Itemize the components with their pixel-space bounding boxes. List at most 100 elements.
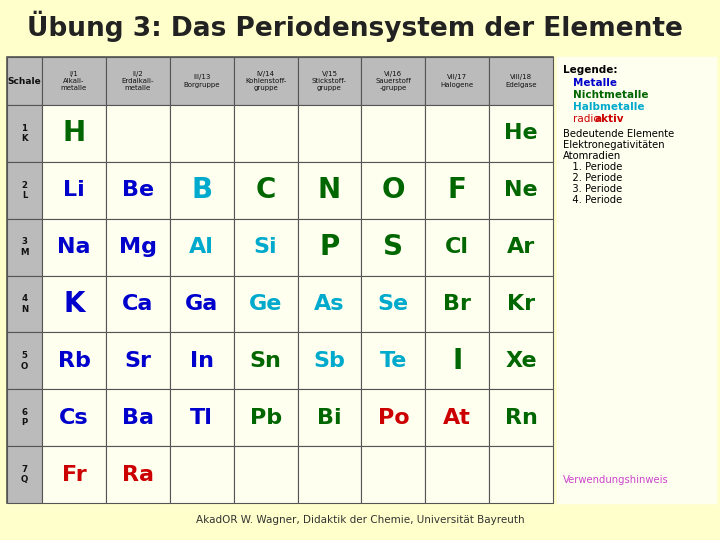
Bar: [361, 105, 426, 162]
Bar: [297, 57, 361, 105]
Text: F: F: [448, 176, 467, 204]
Text: C: C: [256, 176, 276, 204]
Text: V/15
Stickstoff-
gruppe: V/15 Stickstoff- gruppe: [312, 71, 347, 91]
Text: AkadOR W. Wagner, Didaktik der Chemie, Universität Bayreuth: AkadOR W. Wagner, Didaktik der Chemie, U…: [196, 515, 524, 525]
Bar: [106, 275, 170, 333]
Bar: [233, 389, 297, 446]
Text: Sn: Sn: [250, 351, 282, 371]
Text: Se: Se: [378, 294, 409, 314]
Bar: [7, 389, 42, 446]
Bar: [170, 219, 233, 275]
Text: radio: radio: [573, 114, 600, 124]
Bar: [426, 105, 489, 162]
Text: B: B: [191, 176, 212, 204]
Text: 2. Periode: 2. Periode: [563, 173, 622, 183]
Text: Ga: Ga: [185, 294, 218, 314]
Bar: [489, 389, 553, 446]
Text: Sb: Sb: [313, 351, 346, 371]
Bar: [106, 333, 170, 389]
Text: VI/16
Sauerstoff
-gruppe: VI/16 Sauerstoff -gruppe: [375, 71, 411, 91]
Text: IV/14
Kohlenstoff-
gruppe: IV/14 Kohlenstoff- gruppe: [245, 71, 287, 91]
Bar: [297, 275, 361, 333]
Bar: [170, 105, 233, 162]
Text: Schale: Schale: [8, 77, 41, 85]
Bar: [7, 219, 42, 275]
Text: Legende:: Legende:: [563, 65, 618, 75]
Text: Mg: Mg: [119, 237, 157, 257]
Text: At: At: [444, 408, 471, 428]
Bar: [0, 0, 720, 52]
Bar: [426, 162, 489, 219]
Text: Bi: Bi: [317, 408, 342, 428]
Bar: [42, 446, 106, 503]
Text: III/13
Borgruppe: III/13 Borgruppe: [184, 75, 220, 87]
Bar: [233, 57, 297, 105]
Text: I: I: [452, 347, 462, 375]
Bar: [106, 105, 170, 162]
Text: Kr: Kr: [507, 294, 535, 314]
Text: Po: Po: [377, 408, 409, 428]
Bar: [7, 57, 42, 105]
Text: Si: Si: [253, 237, 277, 257]
Text: P: P: [319, 233, 340, 261]
Text: VII/17
Halogene: VII/17 Halogene: [441, 75, 474, 87]
Bar: [7, 446, 42, 503]
Text: 1
K: 1 K: [21, 124, 28, 143]
Bar: [489, 446, 553, 503]
Text: Te: Te: [379, 351, 407, 371]
Text: Verwendungshinweis: Verwendungshinweis: [563, 475, 669, 485]
Text: Atomradien: Atomradien: [563, 151, 621, 161]
Bar: [170, 389, 233, 446]
Text: Übung 3: Das Periodensystem der Elemente: Übung 3: Das Periodensystem der Elemente: [27, 10, 683, 42]
Text: Bedeutende Elemente: Bedeutende Elemente: [563, 129, 674, 139]
Bar: [426, 446, 489, 503]
Text: aktiv: aktiv: [595, 114, 624, 124]
Text: VIII/18
Edelgase: VIII/18 Edelgase: [505, 75, 537, 87]
Text: H: H: [63, 119, 86, 147]
Bar: [426, 333, 489, 389]
Text: Na: Na: [57, 237, 91, 257]
Text: 5
O: 5 O: [21, 351, 28, 370]
Bar: [426, 219, 489, 275]
Text: 1. Periode: 1. Periode: [563, 162, 622, 172]
Bar: [489, 219, 553, 275]
Bar: [361, 389, 426, 446]
Text: Be: Be: [122, 180, 154, 200]
Bar: [7, 275, 42, 333]
Text: Halbmetalle: Halbmetalle: [573, 102, 644, 112]
Bar: [361, 219, 426, 275]
Text: N: N: [318, 176, 341, 204]
Bar: [7, 105, 42, 162]
Bar: [426, 275, 489, 333]
Bar: [233, 446, 297, 503]
Bar: [7, 57, 553, 503]
Text: As: As: [314, 294, 345, 314]
Text: Ca: Ca: [122, 294, 153, 314]
Bar: [489, 162, 553, 219]
Text: Fr: Fr: [62, 464, 86, 484]
Text: Xe: Xe: [505, 351, 537, 371]
Bar: [361, 275, 426, 333]
Bar: [42, 219, 106, 275]
Bar: [42, 162, 106, 219]
Bar: [170, 57, 233, 105]
Bar: [42, 57, 106, 105]
Bar: [106, 219, 170, 275]
Bar: [557, 57, 716, 503]
Text: Tl: Tl: [190, 408, 213, 428]
Text: Pb: Pb: [250, 408, 282, 428]
Bar: [106, 389, 170, 446]
Bar: [7, 333, 42, 389]
Bar: [233, 219, 297, 275]
Text: 3
M: 3 M: [20, 238, 29, 257]
Text: Rb: Rb: [58, 351, 91, 371]
Text: 2
L: 2 L: [22, 180, 27, 200]
Bar: [170, 162, 233, 219]
Text: Br: Br: [444, 294, 471, 314]
Bar: [361, 333, 426, 389]
Bar: [42, 275, 106, 333]
Text: Ar: Ar: [507, 237, 535, 257]
Text: Cl: Cl: [445, 237, 469, 257]
Bar: [42, 389, 106, 446]
Text: Metalle: Metalle: [573, 78, 617, 88]
